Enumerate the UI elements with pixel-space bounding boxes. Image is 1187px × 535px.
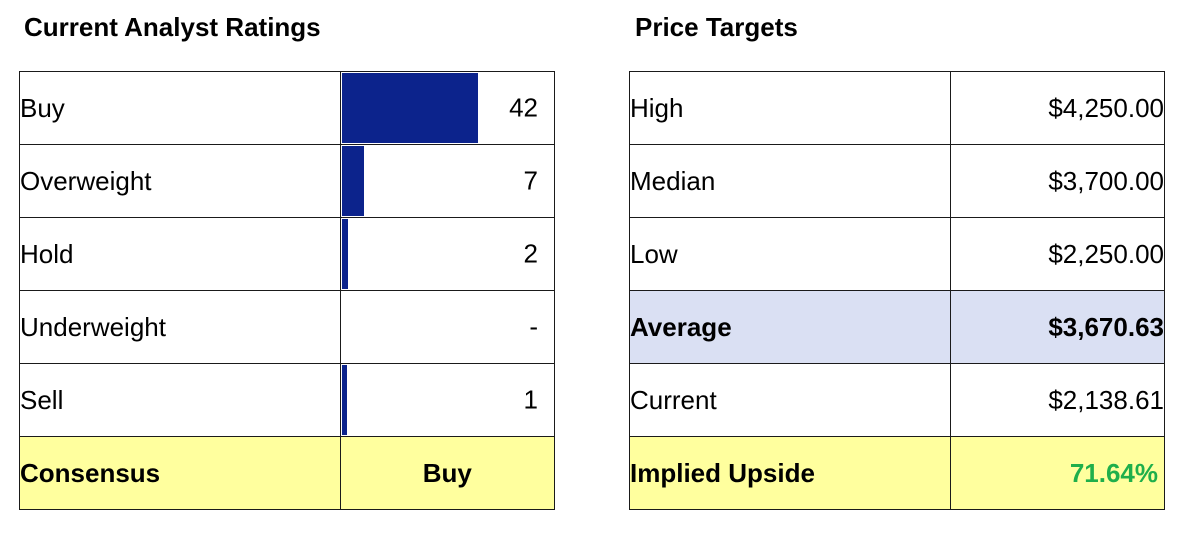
rating-bar-hold (341, 219, 349, 289)
rating-bar-overweight (341, 146, 365, 216)
price-targets-title: Price Targets (635, 12, 798, 42)
rating-count: 42 (509, 92, 538, 123)
target-value: $2,250.00 (949, 217, 1166, 291)
rating-count: 1 (523, 384, 538, 415)
ratings-table: Buy 42 Overweight 7 Hold 2 Underweight (19, 71, 556, 510)
rating-label: Hold (19, 217, 341, 291)
rating-row-hold: Hold 2 (19, 217, 556, 291)
rating-row-buy: Buy 42 (19, 71, 556, 145)
implied-upside-row: Implied Upside 71.64% (629, 436, 1166, 510)
target-label: Low (629, 217, 951, 291)
target-row-high: High $4,250.00 (629, 71, 1166, 145)
target-value: $3,700.00 (949, 144, 1166, 218)
consensus-label: Consensus (19, 436, 341, 510)
rating-row-underweight: Underweight - (19, 290, 556, 364)
target-label: High (629, 71, 951, 145)
rating-bar-cell: 7 (339, 144, 556, 218)
rating-label: Underweight (19, 290, 341, 364)
target-value: $3,670.63 (949, 290, 1166, 364)
rating-label: Buy (19, 71, 341, 145)
target-value: $2,138.61 (949, 363, 1166, 437)
rating-bar-sell (341, 365, 347, 435)
rating-row-sell: Sell 1 (19, 363, 556, 437)
rating-count: 2 (523, 238, 538, 269)
rating-bar-cell: 1 (339, 363, 556, 437)
target-label: Average (629, 290, 951, 364)
price-targets-table: High $4,250.00 Median $3,700.00 Low $2,2… (629, 71, 1166, 510)
rating-label: Sell (19, 363, 341, 437)
rating-bar-buy (341, 73, 478, 143)
target-row-current: Current $2,138.61 (629, 363, 1166, 437)
rating-label: Overweight (19, 144, 341, 218)
target-value: $4,250.00 (949, 71, 1166, 145)
target-label: Median (629, 144, 951, 218)
consensus-row: Consensus Buy (19, 436, 556, 510)
target-row-average: Average $3,670.63 (629, 290, 1166, 364)
target-row-median: Median $3,700.00 (629, 144, 1166, 218)
target-row-low: Low $2,250.00 (629, 217, 1166, 291)
rating-row-overweight: Overweight 7 (19, 144, 556, 218)
rating-count: 7 (523, 165, 538, 196)
rating-count: - (529, 311, 538, 342)
target-label: Current (629, 363, 951, 437)
ratings-title: Current Analyst Ratings (24, 12, 321, 42)
implied-upside-value: 71.64% (949, 436, 1166, 510)
consensus-value: Buy (339, 436, 556, 510)
implied-upside-label: Implied Upside (629, 436, 951, 510)
rating-bar-cell: 2 (339, 217, 556, 291)
rating-bar-cell: - (339, 290, 556, 364)
rating-bar-cell: 42 (339, 71, 556, 145)
